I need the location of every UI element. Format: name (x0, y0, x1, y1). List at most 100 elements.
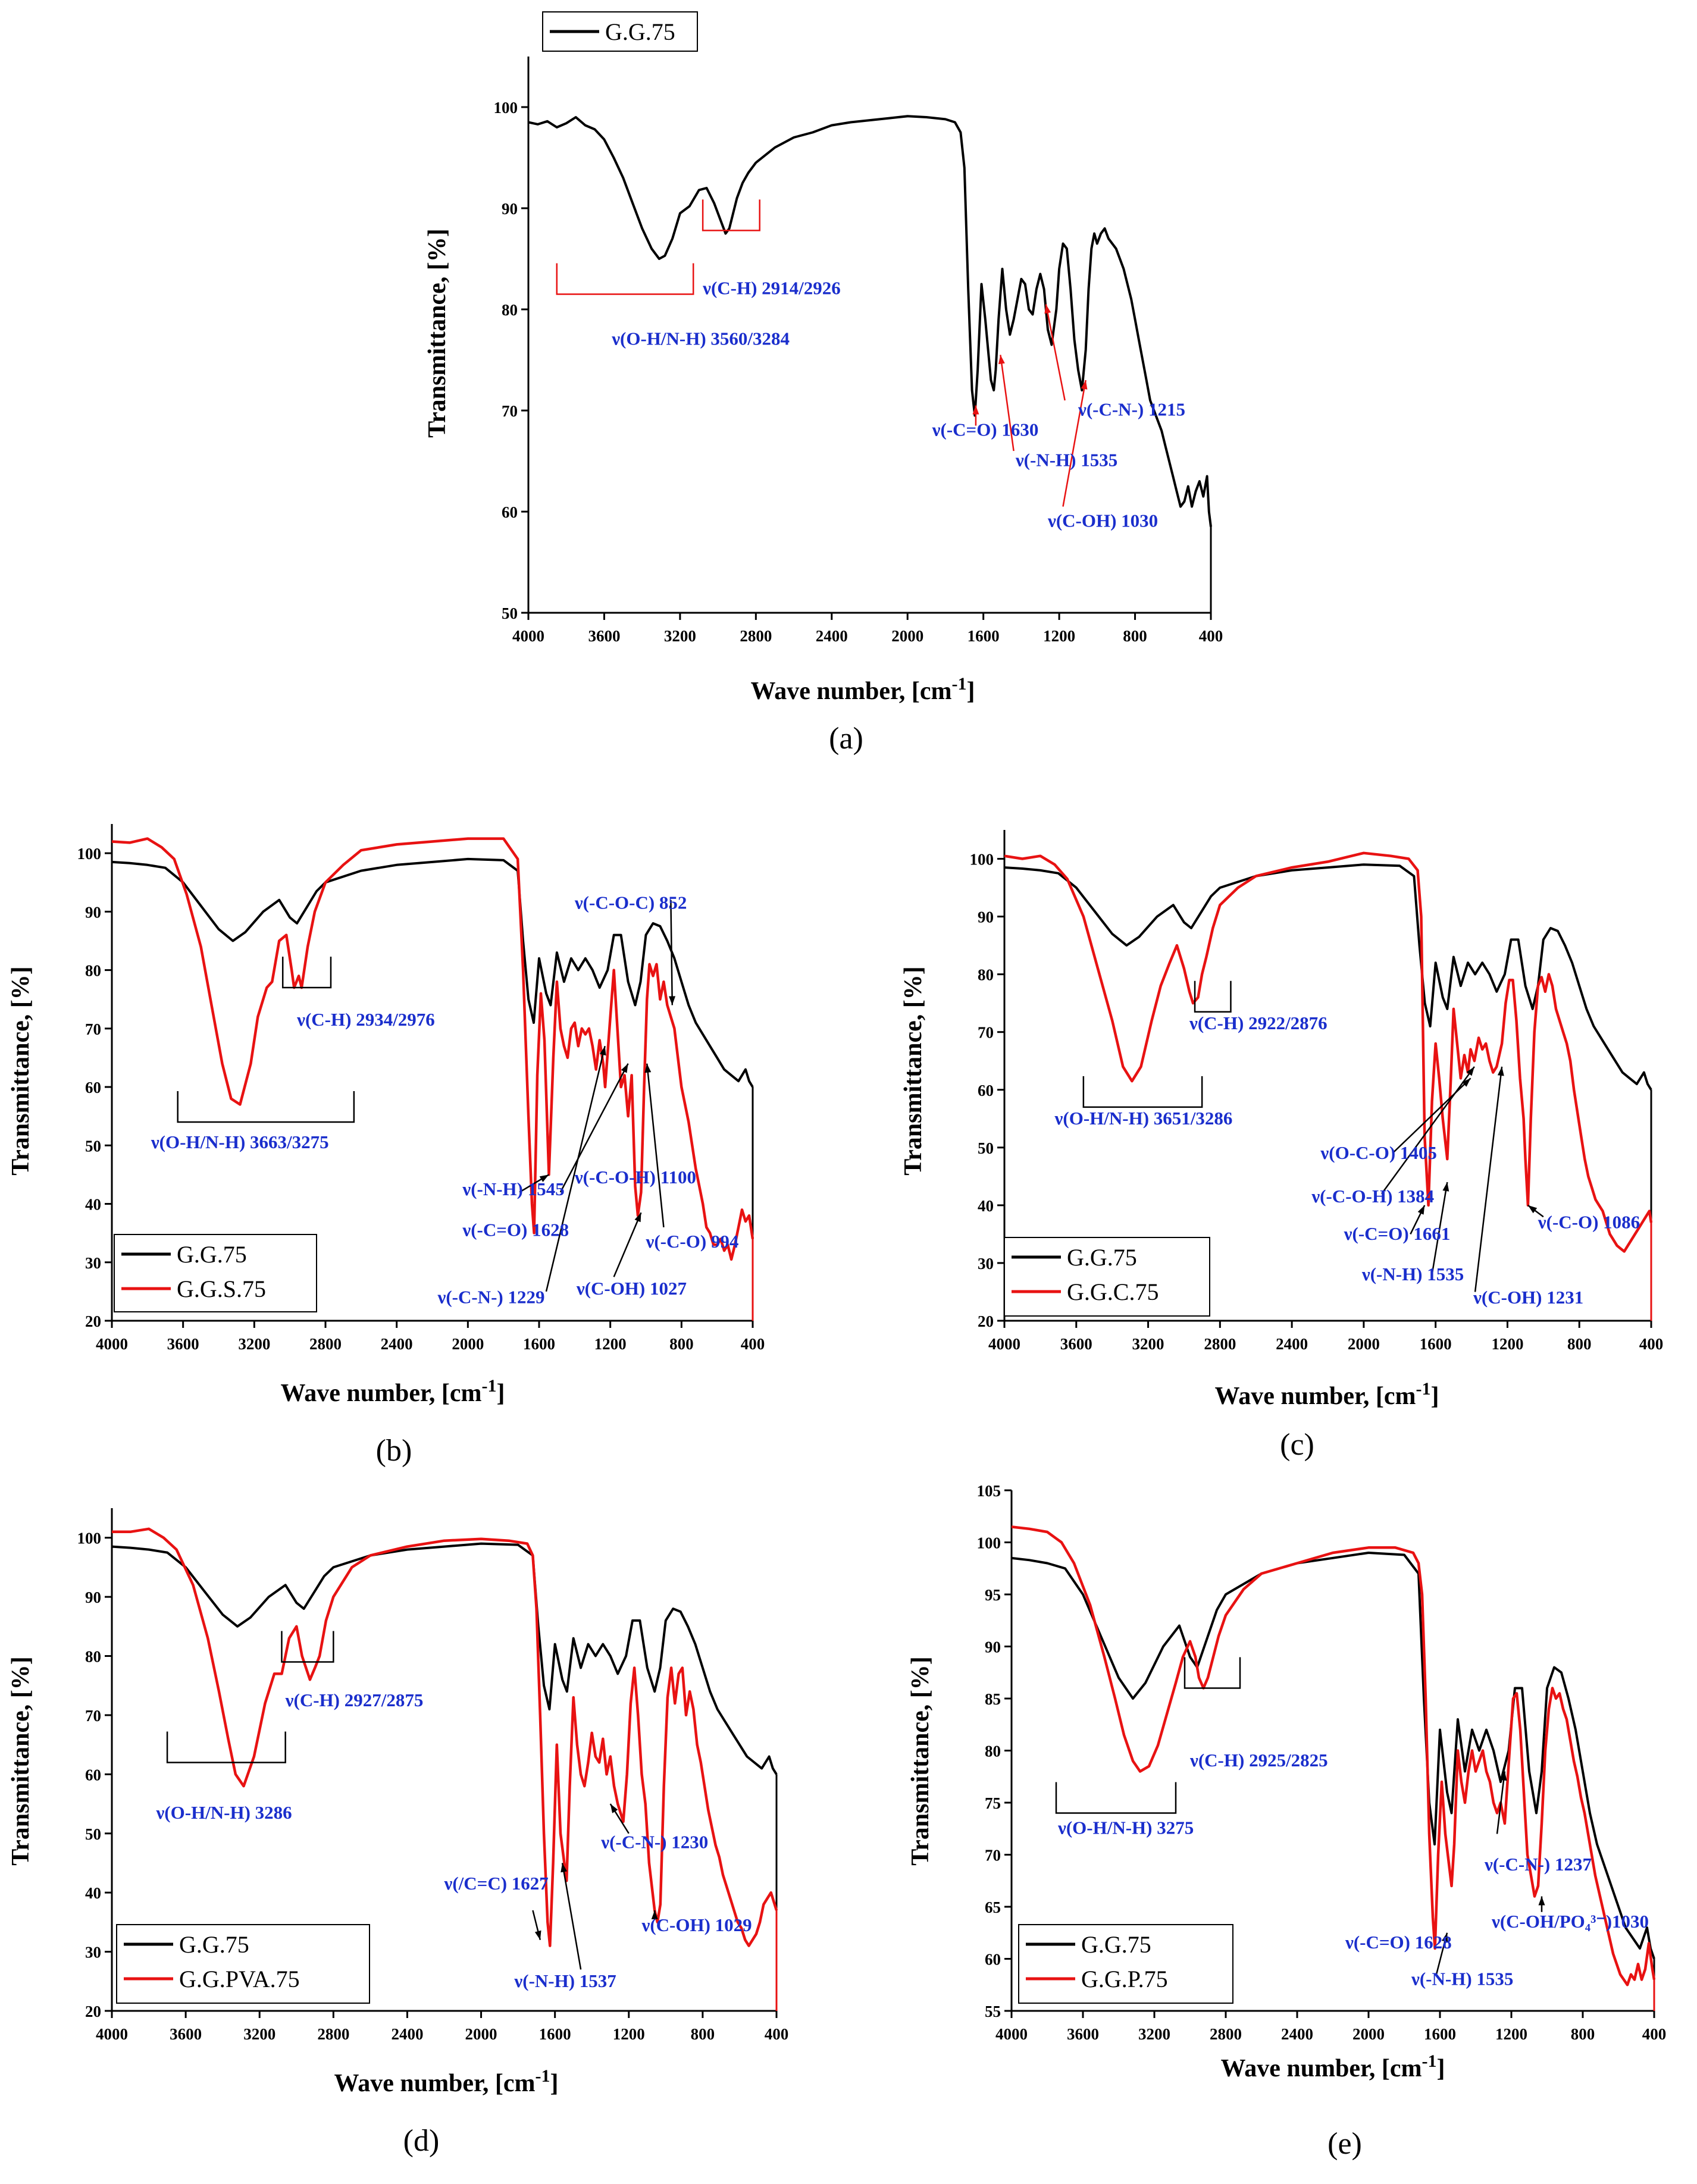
peak-bracket (1055, 1782, 1177, 1814)
x-axis-label-sup: -1 (1422, 2051, 1436, 2071)
y-tick-label: 75 (985, 1794, 1001, 1812)
legend-box (114, 1234, 317, 1312)
x-tick-label: 2400 (1281, 2025, 1313, 2043)
peak-bracket (1082, 1076, 1203, 1108)
y-tick-label: 20 (85, 2003, 101, 2020)
annotation-arrow (1000, 355, 1015, 452)
peak-annotation: ν(O-H/N-H) 3651/3286 (1054, 1108, 1233, 1129)
y-tick-label: 30 (85, 1254, 101, 1272)
x-tick-label: 800 (691, 2025, 715, 2043)
peak-annotation: ν(-N-H) 1535 (1411, 1968, 1513, 1989)
annotation-arrowhead (1441, 1932, 1448, 1942)
y-tick-label: 90 (85, 903, 101, 921)
annotation-arrow (613, 1212, 642, 1277)
x-tick-label: 4000 (988, 1335, 1020, 1353)
y-tick-label: 50 (85, 1825, 101, 1843)
y-tick-label: 70 (978, 1024, 994, 1042)
y-tick-label: 80 (985, 1743, 1001, 1760)
x-tick-label: 2000 (465, 2025, 497, 2043)
y-axis-label: Transmittance, [%] (7, 1656, 35, 1865)
x-tick-label: 2400 (381, 1335, 413, 1353)
y-tick-label: 60 (978, 1082, 994, 1099)
peak-annotation: ν(C-H) 2925/2825 (1189, 1750, 1328, 1771)
peak-bracket (556, 263, 694, 295)
peak-annotation: ν(O-H/N-H) 3663/3275 (151, 1132, 329, 1152)
peak-annotation: ν(-C-O-H) 1100 (574, 1167, 696, 1187)
x-tick-label: 3600 (167, 1335, 199, 1353)
x-axis-label: Wave number, [cm-1] (1221, 2051, 1445, 2082)
series-line-g-g-75 (112, 857, 754, 1088)
annotation-arrow (646, 1063, 665, 1227)
x-axis-label-main: Wave number, [cm (751, 678, 952, 705)
peak-annotation: ν(-C=O) 1661 (1344, 1223, 1451, 1244)
x-tick-label: 400 (1199, 627, 1223, 645)
chart-panel-3: 20 30 40 50 60 70 80 90 100 4000 3600 3200 2800 2400 2… (900, 830, 1663, 1462)
y-tick-label: 90 (502, 200, 518, 218)
x-tick-label: 2400 (816, 627, 848, 645)
panel-label: (c) (1280, 1428, 1314, 1462)
x-tick-label: 1600 (968, 627, 1000, 645)
peak-annotation: ν(C-OH) 1030 (1047, 510, 1158, 531)
peak-bracket (281, 957, 332, 989)
x-axis-label: Wave number, [cm-1] (334, 2066, 559, 2097)
panel-label: (a) (829, 722, 863, 756)
x-tick-label: 4000 (512, 627, 544, 645)
x-tick-label: 2800 (309, 1335, 342, 1353)
legend-label: G.G.75 (179, 1931, 249, 1958)
peak-bracket (177, 1091, 355, 1123)
x-tick-label: 2800 (740, 627, 772, 645)
y-tick-label: 60 (502, 503, 518, 521)
annotation-arrow (670, 900, 674, 1005)
peak-annotation: ν(-N-H) 1545 (462, 1179, 564, 1199)
peak-annotation: ν(-C-O) 1086 (1538, 1212, 1640, 1233)
x-tick-label: 2800 (1204, 1335, 1236, 1353)
y-tick-label: 30 (978, 1255, 994, 1273)
y-tick-label: 60 (85, 1766, 101, 1784)
x-axis-label-end: ] (550, 2070, 558, 2097)
y-axis-label: Transmittance, [%] (907, 1656, 934, 1865)
y-axis-label: Transmittance, [%] (7, 966, 35, 1175)
annotation-arrow (1474, 1066, 1503, 1292)
y-tick-label: 20 (978, 1312, 994, 1330)
y-tick-label: 55 (985, 2003, 1001, 2020)
x-tick-label: 3200 (1138, 2025, 1170, 2043)
x-axis-label: Wave number, [cm-1] (1215, 1379, 1439, 1410)
peak-annotation: ν(/C=C) 1627 (444, 1873, 549, 1894)
y-tick-label: 50 (978, 1139, 994, 1157)
x-tick-label: 1200 (613, 2025, 645, 2043)
x-axis-label-sup: -1 (535, 2066, 550, 2086)
annotation-arrow (559, 1063, 629, 1193)
peak-annotation: ν(C-H) 2914/2926 (702, 278, 841, 299)
annotation-arrowhead (972, 405, 979, 415)
y-tick-label: 100 (77, 845, 102, 863)
peak-bracket (1183, 1657, 1241, 1689)
legend-box (1018, 1924, 1233, 2004)
x-tick-label: 3200 (1132, 1335, 1164, 1353)
y-tick-label: 40 (85, 1196, 101, 1214)
series-line-g-g-75 (528, 115, 1212, 527)
y-axis-label: Transmittance, [%] (900, 966, 927, 1175)
x-tick-label: 800 (1567, 1335, 1592, 1353)
peak-annotation: ν(-C=O) 1628 (462, 1220, 569, 1240)
chart-panel-4: 20 30 40 50 60 70 80 90 100 4000 3600 3200 2800 2400 2… (7, 1508, 788, 2158)
peak-annotation: ν(-N-H) 1535 (1015, 450, 1117, 471)
peak-annotation: ν(C-OH) 1027 (576, 1278, 687, 1299)
x-tick-label: 800 (1571, 2025, 1595, 2043)
legend-label: G.G.PVA.75 (179, 1966, 300, 1992)
legend-label: G.G.75 (1081, 1931, 1151, 1958)
x-axis-label-sup: -1 (1416, 1379, 1430, 1399)
series-line-g-g-c-75 (1004, 851, 1652, 1253)
x-tick-label: 2000 (452, 1335, 484, 1353)
annotation-arrowhead (1538, 1896, 1545, 1906)
x-axis-label-sup: -1 (951, 674, 966, 694)
peak-annotation: ν(-C-N-) 1237 (1484, 1854, 1592, 1875)
y-tick-label: 90 (85, 1588, 101, 1606)
legend-label: G.G.C.75 (1067, 1279, 1159, 1305)
y-tick-label: 70 (85, 1020, 101, 1038)
legend-label: G.G.75 (605, 18, 675, 45)
annotation-arrow (561, 1863, 582, 1970)
x-tick-label: 3200 (664, 627, 696, 645)
x-axis-label-sup: -1 (481, 1376, 496, 1396)
x-tick-label: 1200 (594, 1335, 627, 1353)
